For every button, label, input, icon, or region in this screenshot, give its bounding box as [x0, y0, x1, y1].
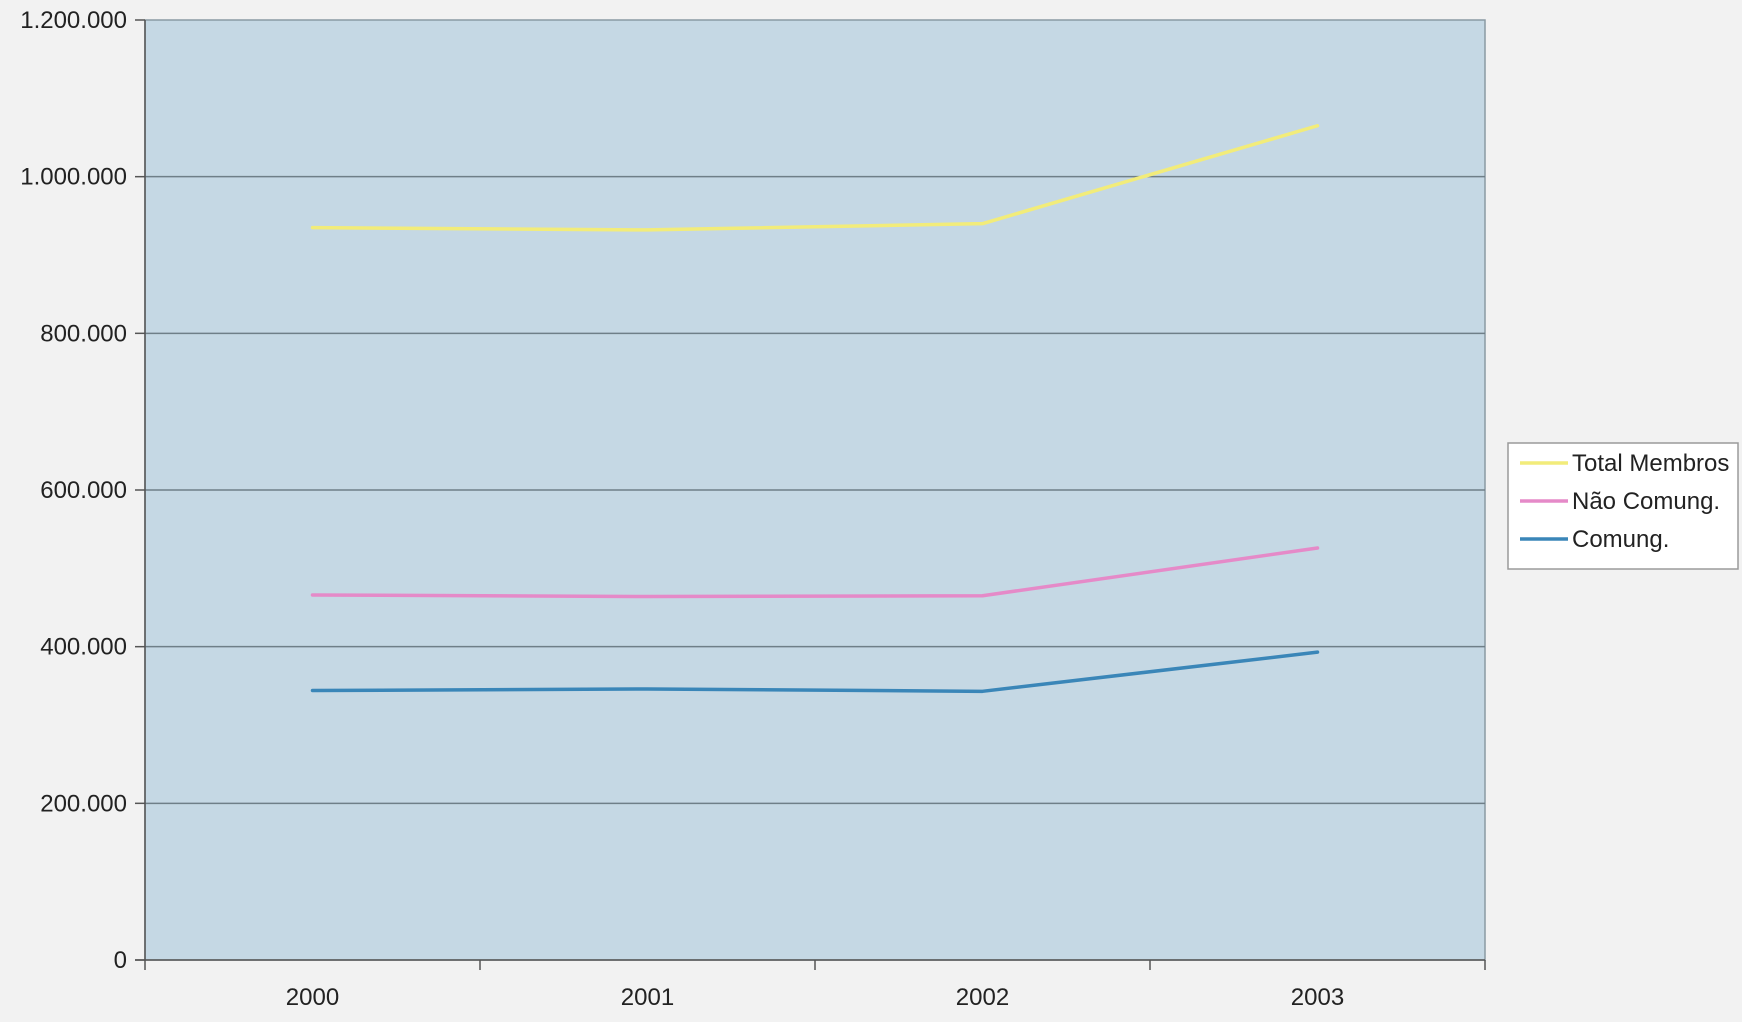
- series-line: [310, 650, 1320, 694]
- gridlines: [145, 175, 1485, 805]
- y-tick-label: 600.000: [40, 477, 127, 504]
- y-tick-label: 0: [114, 947, 127, 974]
- series-line: [310, 546, 1320, 599]
- series-line: [310, 124, 1320, 232]
- axes: 0 200.000 400.000 600.000 800.000 1.000.000 1.…: [20, 7, 1486, 1011]
- y-tick-label: 1.200.000: [20, 7, 127, 34]
- x-tick-label: 2000: [286, 984, 339, 1011]
- y-tick-label: 1.000.000: [20, 164, 127, 191]
- legend-label: Total Membros: [1572, 450, 1729, 477]
- y-tick-label: 200.000: [40, 790, 127, 817]
- legend-label: Comung.: [1572, 526, 1669, 553]
- legend: Total Membros Não Comung. Comung.: [1507, 442, 1739, 570]
- legend-label: Não Comung.: [1572, 488, 1720, 515]
- y-tick-label: 800.000: [40, 320, 127, 347]
- x-tick-label: 2001: [621, 984, 674, 1011]
- series-lines: [310, 124, 1320, 694]
- x-tick-label: 2003: [1291, 984, 1344, 1011]
- x-tick-label: 2002: [956, 984, 1009, 1011]
- y-tick-label: 400.000: [40, 634, 127, 661]
